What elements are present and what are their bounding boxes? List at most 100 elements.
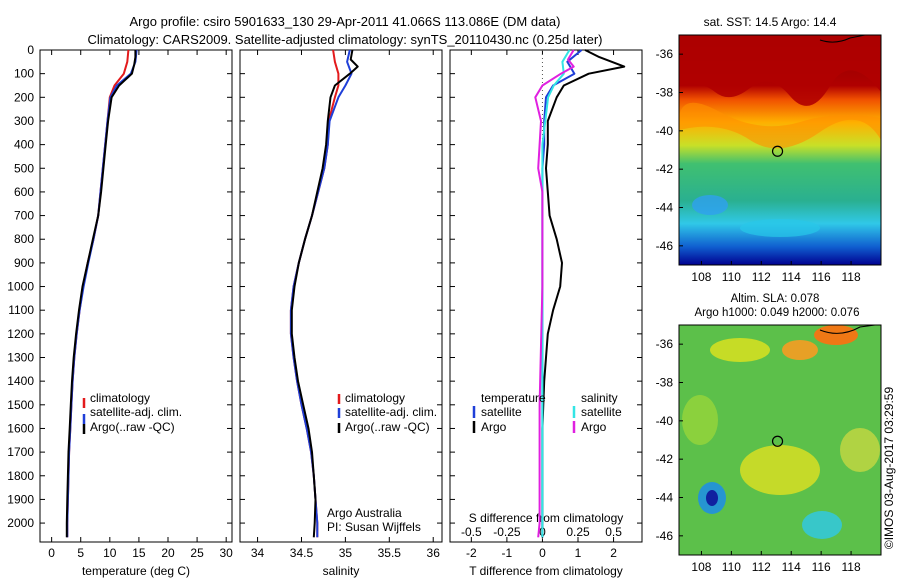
x-tick-label: 20 xyxy=(161,546,175,560)
temperature-profile-panel: 0 5 10 15 20 25 30 temperature (deg C) 0 100 200 30… xyxy=(7,43,233,578)
map-x-tick-label: 108 xyxy=(691,270,711,284)
map-y-tick-label: -36 xyxy=(656,337,674,351)
map-y-tick-label: -38 xyxy=(656,86,674,100)
sst-coastline xyxy=(819,35,866,43)
sla-map-frame xyxy=(678,324,882,556)
x-tick-label: 35 xyxy=(339,546,353,560)
y-tick-label: 1300 xyxy=(7,351,34,365)
y-tick-label: 600 xyxy=(14,185,34,199)
map-x-tick-label: 112 xyxy=(752,560,771,574)
x-tick-label: 0 xyxy=(539,546,546,560)
pi-label: PI: Susan Wijffels xyxy=(327,520,421,534)
salinity-axes-frame xyxy=(239,49,443,543)
map-y-tick-label: -40 xyxy=(656,124,674,138)
y-tick-label: 300 xyxy=(14,114,34,128)
argo-australia-label: Argo Australia xyxy=(327,506,402,520)
map-y-tick-label: -42 xyxy=(656,452,674,466)
x-tick-label: 2 xyxy=(610,546,617,560)
y-tick-label: 800 xyxy=(14,232,34,246)
y-tick-label: 1700 xyxy=(7,445,34,459)
sst-cool-patch xyxy=(740,219,820,237)
map-y-tick-label: -38 xyxy=(656,376,674,390)
legend-climatology-label: climatology xyxy=(345,391,405,405)
sla-coastline xyxy=(819,325,876,334)
sst-cool-eddy xyxy=(692,195,728,215)
series-line-salinity-satellite xyxy=(541,49,571,538)
difference-legend: temperature salinity satellite satellite… xyxy=(472,391,622,434)
y-tick-label: 1200 xyxy=(7,327,34,341)
sla-map-panel: Altim. SLA: 0.078 Argo h1000: 0.049 h200… xyxy=(678,293,882,556)
sla-anomaly-8 xyxy=(840,428,880,472)
map-y-tick-label: -36 xyxy=(656,47,674,61)
x-tick-label: 25 xyxy=(190,546,204,560)
x-tick-label: 36 xyxy=(427,546,441,560)
map-x-tick-label: 118 xyxy=(842,270,861,284)
legend-temp-satellite-label: satellite xyxy=(481,405,522,419)
x-tick-label: 0 xyxy=(48,546,55,560)
sla-anomaly-1 xyxy=(710,338,770,362)
y-tick-label: 1000 xyxy=(7,280,34,294)
difference-axes-frame xyxy=(449,49,643,543)
y-tick-label: 400 xyxy=(14,138,34,152)
x-tick-label: 34 xyxy=(251,546,265,560)
legend-salinity-header: salinity xyxy=(581,391,618,405)
y-tick-label: 100 xyxy=(14,67,34,81)
argo-position-marker xyxy=(771,435,784,447)
sst-field xyxy=(679,35,881,265)
map-x-tick-label: 116 xyxy=(812,560,831,574)
sla-anomaly-2 xyxy=(782,340,818,360)
x-tick-label: 30 xyxy=(220,546,234,560)
legend-satellite-label: satellite-adj. clim. xyxy=(90,405,182,419)
y-tick-label: 2000 xyxy=(7,516,34,530)
y-tick-label: 1800 xyxy=(7,469,34,483)
sla-anomaly-6-core xyxy=(706,490,718,506)
series-line-argo-raw-qc- xyxy=(290,49,359,538)
temperature-axes-frame xyxy=(39,49,233,543)
sla-field xyxy=(679,325,881,555)
sla-anomaly-5 xyxy=(740,445,820,495)
legend-argo-label: Argo(..raw -QC) xyxy=(345,420,430,434)
secondary-x-tick-label: 0.5 xyxy=(605,525,622,539)
map-x-tick-label: 118 xyxy=(842,560,861,574)
sla-map-title: Altim. SLA: 0.078 xyxy=(731,293,820,305)
y-tick-label: 500 xyxy=(14,161,34,175)
x-tick-label: -2 xyxy=(466,546,477,560)
sst-map-panel: sat. SST: 14.5 Argo: 14.4 xyxy=(678,15,882,266)
sla-map-subtitle: Argo h1000: 0.049 h2000: 0.076 xyxy=(695,307,860,319)
map-y-tick-label: -44 xyxy=(656,201,674,215)
x-tick-label: 34.5 xyxy=(290,546,314,560)
y-tick-label: 900 xyxy=(14,256,34,270)
imos-credit: ©IMOS 03-Aug-2017 03:29:59 xyxy=(882,387,896,550)
figure-title-line2: Climatology: CARS2009. Satellite-adjuste… xyxy=(88,32,603,47)
legend-satellite-label: satellite-adj. clim. xyxy=(345,405,437,419)
map-y-tick-label: -44 xyxy=(656,491,674,505)
argo-position-marker xyxy=(771,145,784,157)
y-tick-label: 1600 xyxy=(7,421,34,435)
map-x-tick-label: 114 xyxy=(782,270,801,284)
map-x-tick-label: 108 xyxy=(691,560,711,574)
y-tick-label: 1900 xyxy=(7,492,34,506)
sst-front-band xyxy=(679,102,881,149)
map-y-tick-label: -46 xyxy=(656,529,674,543)
legend-climatology-label: climatology xyxy=(90,391,150,405)
legend-sal-satellite-label: satellite xyxy=(581,405,622,419)
map-x-tick-label: 116 xyxy=(812,270,831,284)
map-y-tick-label: -46 xyxy=(656,239,674,253)
x-tick-label: 35.5 xyxy=(378,546,402,560)
legend-argo-label: Argo(..raw -QC) xyxy=(90,420,175,434)
x-axis-label: T difference from climatology xyxy=(469,564,623,578)
map-x-tick-label: 110 xyxy=(722,270,741,284)
difference-profile-panel: -2 -1 0 1 2 T difference from climatology -0.5… xyxy=(449,49,643,578)
map-y-tick-label: -40 xyxy=(656,414,674,428)
x-tick-label: 15 xyxy=(132,546,146,560)
y-tick-label: 700 xyxy=(14,209,34,223)
secondary-x-tick-label: -0.5 xyxy=(461,525,482,539)
y-tick-label: 1400 xyxy=(7,374,34,388)
x-tick-label: -1 xyxy=(502,546,513,560)
secondary-x-axis-label: S difference from climatology xyxy=(469,511,624,525)
y-tick-label: 1500 xyxy=(7,398,34,412)
x-tick-label: 1 xyxy=(575,546,582,560)
map-y-tick-label: -42 xyxy=(656,162,674,176)
x-axis-label: salinity xyxy=(323,564,360,578)
